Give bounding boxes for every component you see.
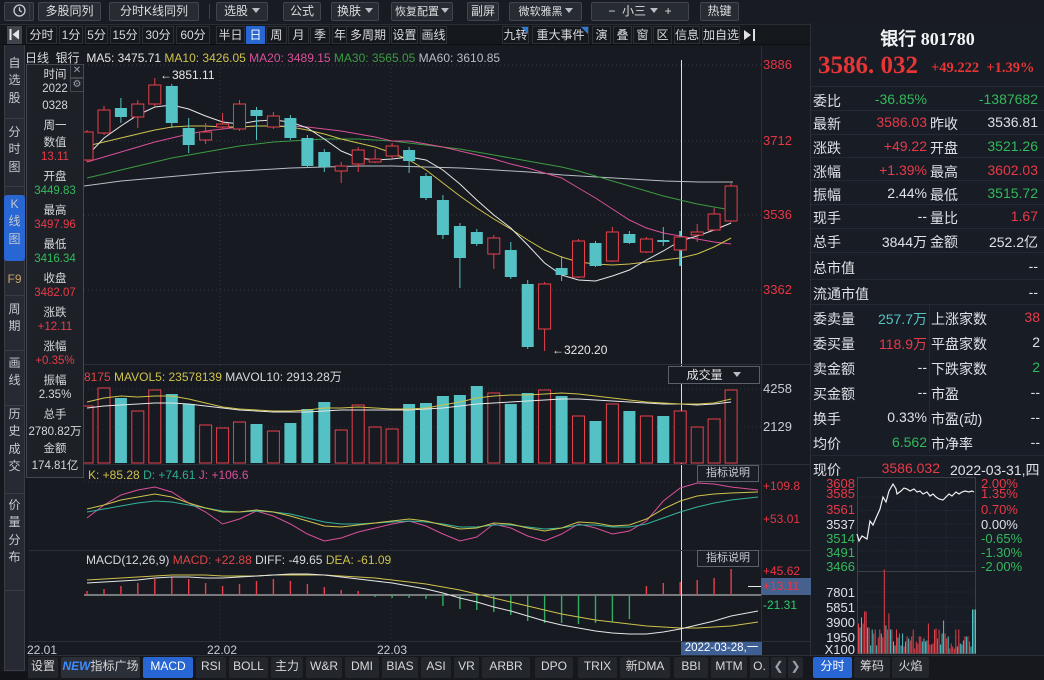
svg-text:←3220.20: ←3220.20 [552, 343, 608, 357]
svg-text:←3851.11: ←3851.11 [160, 68, 215, 82]
